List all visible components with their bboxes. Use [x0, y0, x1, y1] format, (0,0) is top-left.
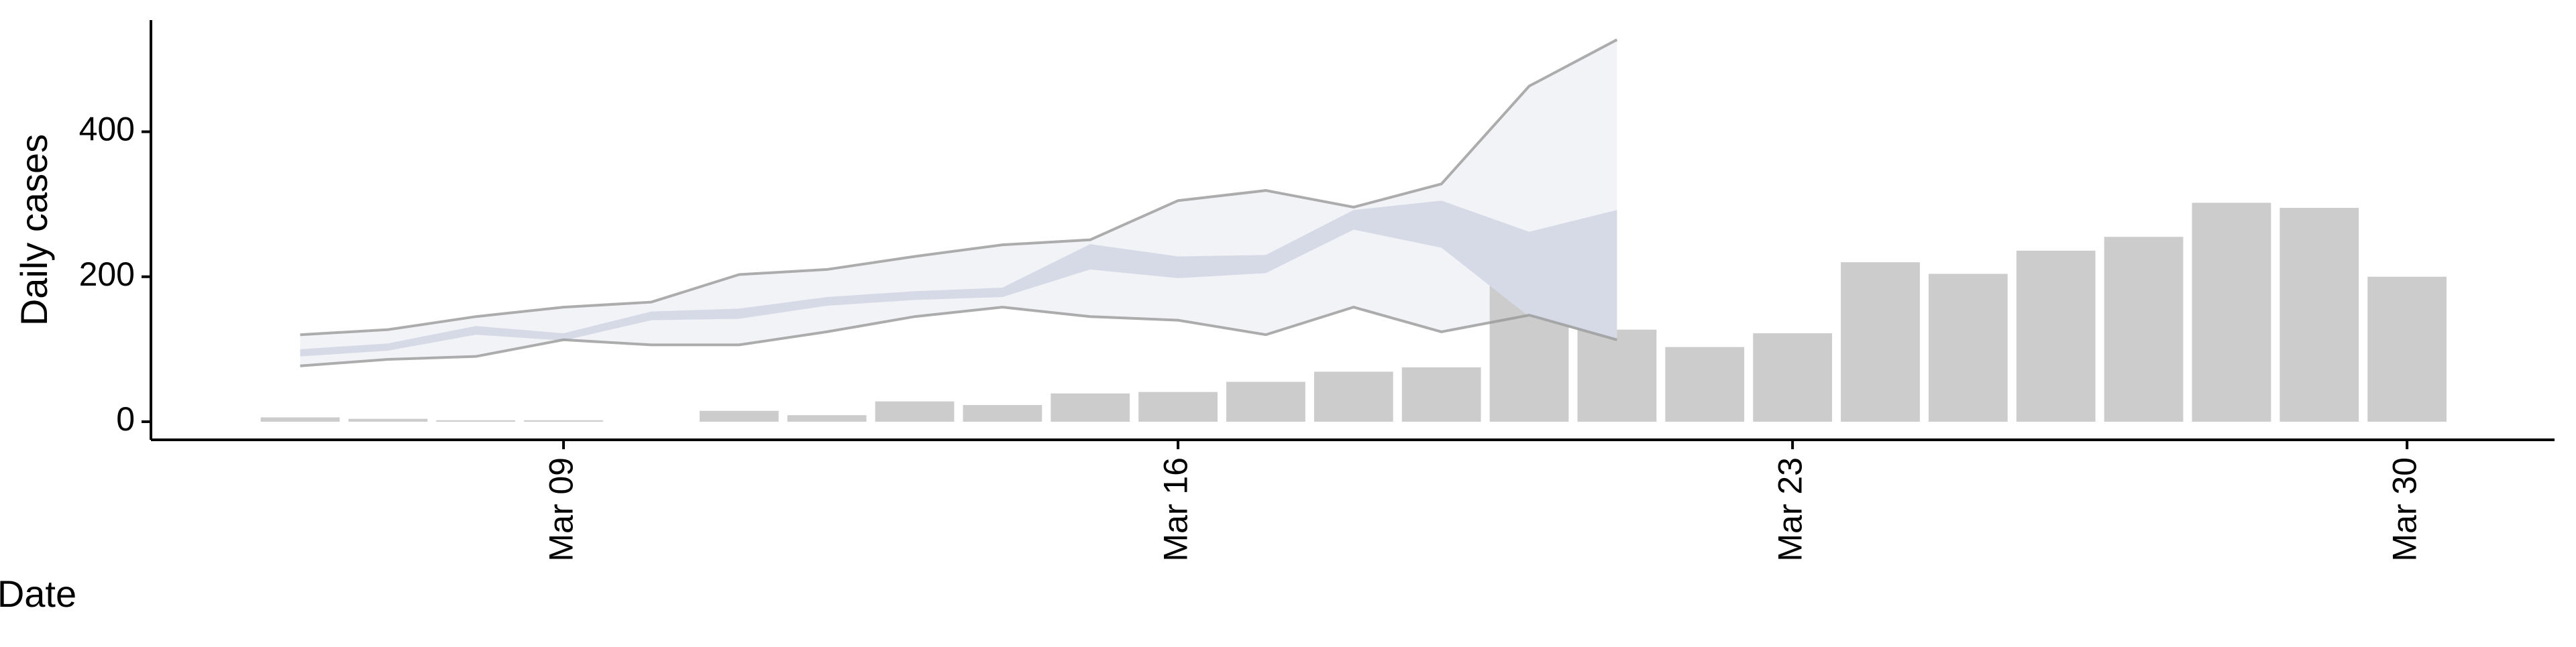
x-tick-label: Mar 09 — [542, 457, 580, 562]
bar — [2016, 250, 2096, 422]
x-tick-label: Mar 16 — [1157, 457, 1194, 562]
y-axis-title: Daily cases — [13, 134, 55, 326]
bar — [1753, 333, 1833, 422]
x-tick-label: Mar 30 — [2385, 457, 2423, 562]
bar — [1138, 392, 1218, 422]
bar — [1665, 347, 1745, 422]
bar — [2279, 208, 2359, 422]
bar — [348, 418, 428, 422]
bar — [436, 420, 516, 422]
bar — [1401, 367, 1481, 422]
band-line — [300, 38, 1618, 337]
x-tick-label: Mar 23 — [1771, 457, 1809, 562]
bar — [1577, 329, 1657, 422]
bar — [875, 401, 955, 422]
outer-band — [300, 40, 1617, 366]
bar — [787, 415, 867, 422]
bar — [1051, 393, 1130, 422]
x-axis-title: Date — [0, 573, 76, 615]
bar — [1313, 371, 1393, 422]
bar — [699, 410, 779, 422]
band-line — [300, 306, 1617, 367]
bar — [524, 420, 603, 422]
y-tick-label: 0 — [116, 400, 135, 438]
bar — [2104, 237, 2184, 422]
bar — [1226, 381, 1305, 422]
bar — [2367, 276, 2447, 422]
inner-band — [300, 200, 1617, 357]
bar — [2192, 202, 2271, 422]
bar — [963, 405, 1042, 422]
y-tick-label: 400 — [79, 111, 135, 148]
bar — [1928, 274, 2008, 422]
y-tick-label: 200 — [79, 255, 135, 293]
bar — [260, 417, 340, 422]
bar — [1841, 262, 1920, 422]
